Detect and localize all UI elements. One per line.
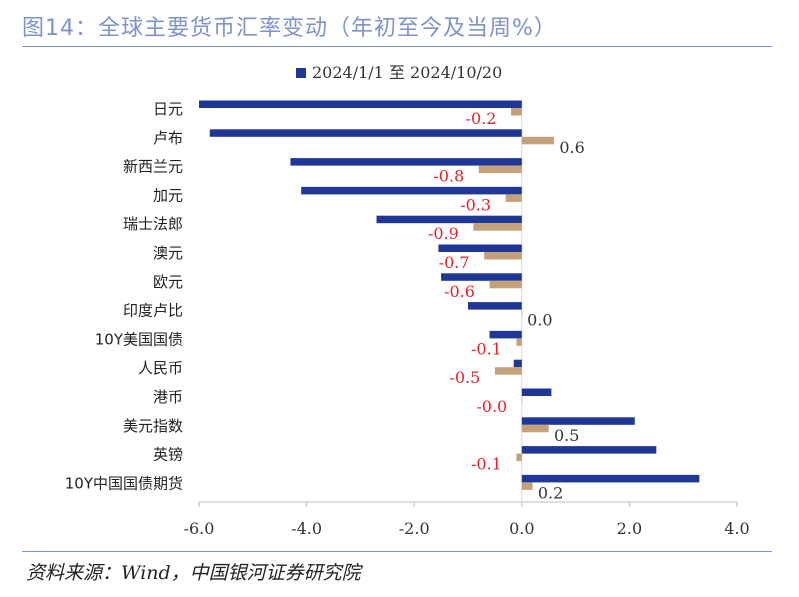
data-label: 0.6	[559, 138, 584, 157]
bar-week	[489, 280, 522, 289]
bar-week	[516, 453, 522, 462]
category-label: 印度卢比	[123, 302, 183, 320]
data-label: 0.0	[527, 311, 552, 330]
x-tick-label: -4.0	[291, 519, 322, 538]
category-label: 澳元	[153, 244, 183, 262]
footer-divider	[22, 551, 772, 552]
x-tick-label: 2.0	[617, 519, 642, 538]
bar-ytd	[468, 302, 522, 310]
data-label: 0.2	[538, 483, 563, 502]
category-label: 港币	[153, 388, 183, 406]
category-label: 日元	[153, 100, 183, 118]
category-label: 瑞士法郎	[123, 215, 183, 233]
category-label: 新西兰元	[123, 158, 183, 176]
data-label: -0.5	[449, 368, 480, 387]
bar-week	[521, 309, 523, 318]
bar-ytd	[438, 244, 522, 252]
bar-week	[521, 424, 549, 433]
bar-ytd	[521, 417, 635, 425]
category-label: 加元	[153, 186, 183, 204]
bar-week	[521, 396, 523, 404]
category-label: 英镑	[153, 446, 183, 464]
category-label: 10Y美国国债	[95, 330, 183, 348]
bar-week	[478, 165, 522, 174]
legend-swatch	[296, 68, 306, 78]
category-label: 欧元	[153, 273, 183, 291]
data-label: -0.3	[460, 195, 491, 214]
x-tick-label: -6.0	[184, 519, 215, 538]
category-label: 美元指数	[123, 417, 183, 435]
x-tick-label: -2.0	[399, 519, 430, 538]
bar-week	[484, 252, 522, 260]
bar-ytd	[513, 359, 522, 368]
legend-label: 2024/1/1 至 2024/10/20	[312, 63, 502, 82]
data-label: -0.7	[439, 253, 470, 272]
data-label: -0.0	[476, 397, 507, 416]
x-tick-label: 0.0	[509, 519, 534, 538]
category-label: 10Y中国国债期货	[65, 474, 183, 492]
bar-ytd	[441, 273, 522, 281]
data-label: -0.1	[471, 339, 502, 358]
bar-ytd	[290, 158, 522, 166]
bar-week	[521, 136, 555, 145]
data-label: -0.6	[444, 282, 475, 301]
bar-week	[516, 338, 522, 346]
bar-week	[473, 223, 522, 231]
bar-ytd	[209, 129, 522, 137]
data-label: -0.8	[433, 167, 464, 186]
title-divider	[22, 46, 772, 47]
bar-week	[511, 108, 522, 116]
bar-ytd	[301, 186, 522, 195]
bar-ytd	[199, 100, 522, 108]
data-label: -0.9	[428, 224, 459, 243]
bar-ytd	[376, 215, 522, 224]
category-label: 人民币	[138, 359, 183, 377]
data-label: -0.2	[466, 109, 497, 128]
data-label: -0.1	[471, 455, 502, 474]
bar-ytd	[521, 388, 552, 396]
category-label: 卢布	[153, 129, 183, 147]
bar-week	[521, 482, 533, 490]
bar-week	[505, 194, 522, 202]
bar-ytd	[489, 330, 522, 339]
bar-ytd	[521, 446, 657, 454]
bar-ytd	[521, 474, 700, 483]
chart-title: 图14：全球主要货币汇率变动（年初至今及当周%）	[22, 16, 557, 41]
source-note: 资料来源：Wind，中国银河证券研究院	[26, 562, 361, 584]
data-label: 0.5	[554, 426, 579, 445]
x-tick-label: 4.0	[724, 519, 749, 538]
bar-week	[494, 367, 522, 375]
